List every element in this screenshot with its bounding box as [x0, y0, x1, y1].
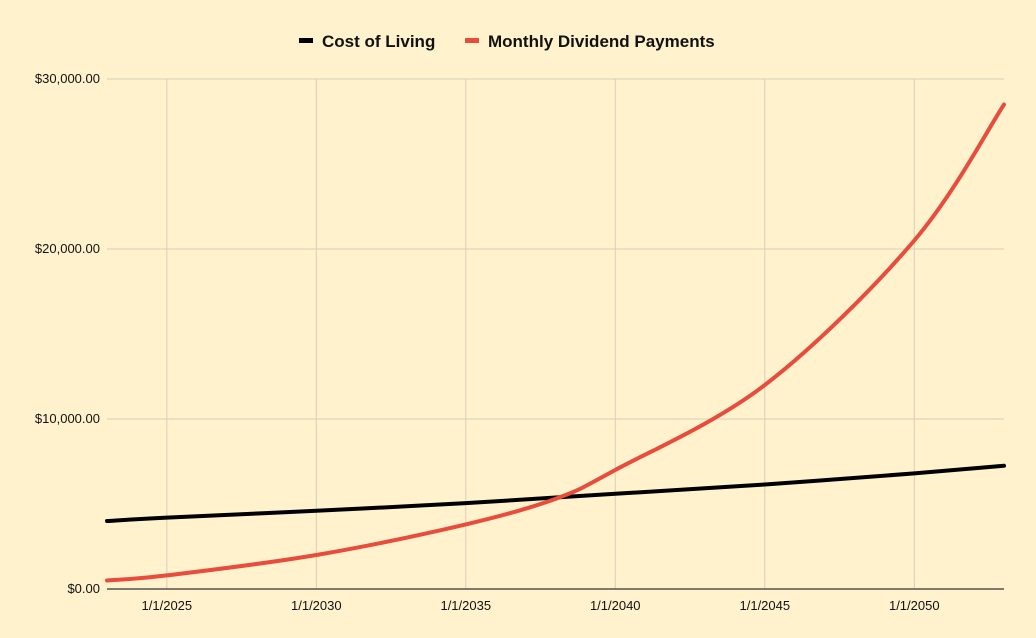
legend-item-cost-of-living[interactable]: Cost of Living — [299, 32, 435, 51]
y-tick-label: $20,000.00 — [35, 241, 100, 256]
x-tick-label: 1/1/2050 — [889, 598, 940, 613]
y-axis-tick-labels: $0.00 $10,000.00 $20,000.00 $30,000.00 — [35, 71, 100, 596]
x-tick-label: 1/1/2040 — [590, 598, 641, 613]
gridlines — [107, 78, 1004, 589]
legend-label-cost-of-living: Cost of Living — [322, 32, 435, 51]
legend-swatch-monthly-dividend-payments — [465, 38, 479, 43]
x-tick-label: 1/1/2025 — [142, 598, 193, 613]
legend-item-monthly-dividend-payments[interactable]: Monthly Dividend Payments — [465, 32, 715, 51]
x-axis-tick-labels: 1/1/2025 1/1/2030 1/1/2035 1/1/2040 1/1/2045… — [142, 598, 940, 613]
series-lines — [105, 102, 1006, 583]
y-tick-label: $0.00 — [67, 581, 100, 596]
y-tick-label: $30,000.00 — [35, 71, 100, 86]
series-line-cost-of-living — [105, 463, 1006, 523]
x-tick-label: 1/1/2035 — [440, 598, 491, 613]
y-tick-label: $10,000.00 — [35, 411, 100, 426]
series-line-monthly-dividend-payments — [105, 102, 1006, 583]
legend-label-monthly-dividend-payments: Monthly Dividend Payments — [488, 32, 715, 51]
x-tick-label: 1/1/2030 — [291, 598, 342, 613]
x-tick-label: 1/1/2045 — [740, 598, 791, 613]
legend-swatch-cost-of-living — [299, 38, 313, 43]
legend: Cost of Living Monthly Dividend Payments — [299, 32, 715, 51]
